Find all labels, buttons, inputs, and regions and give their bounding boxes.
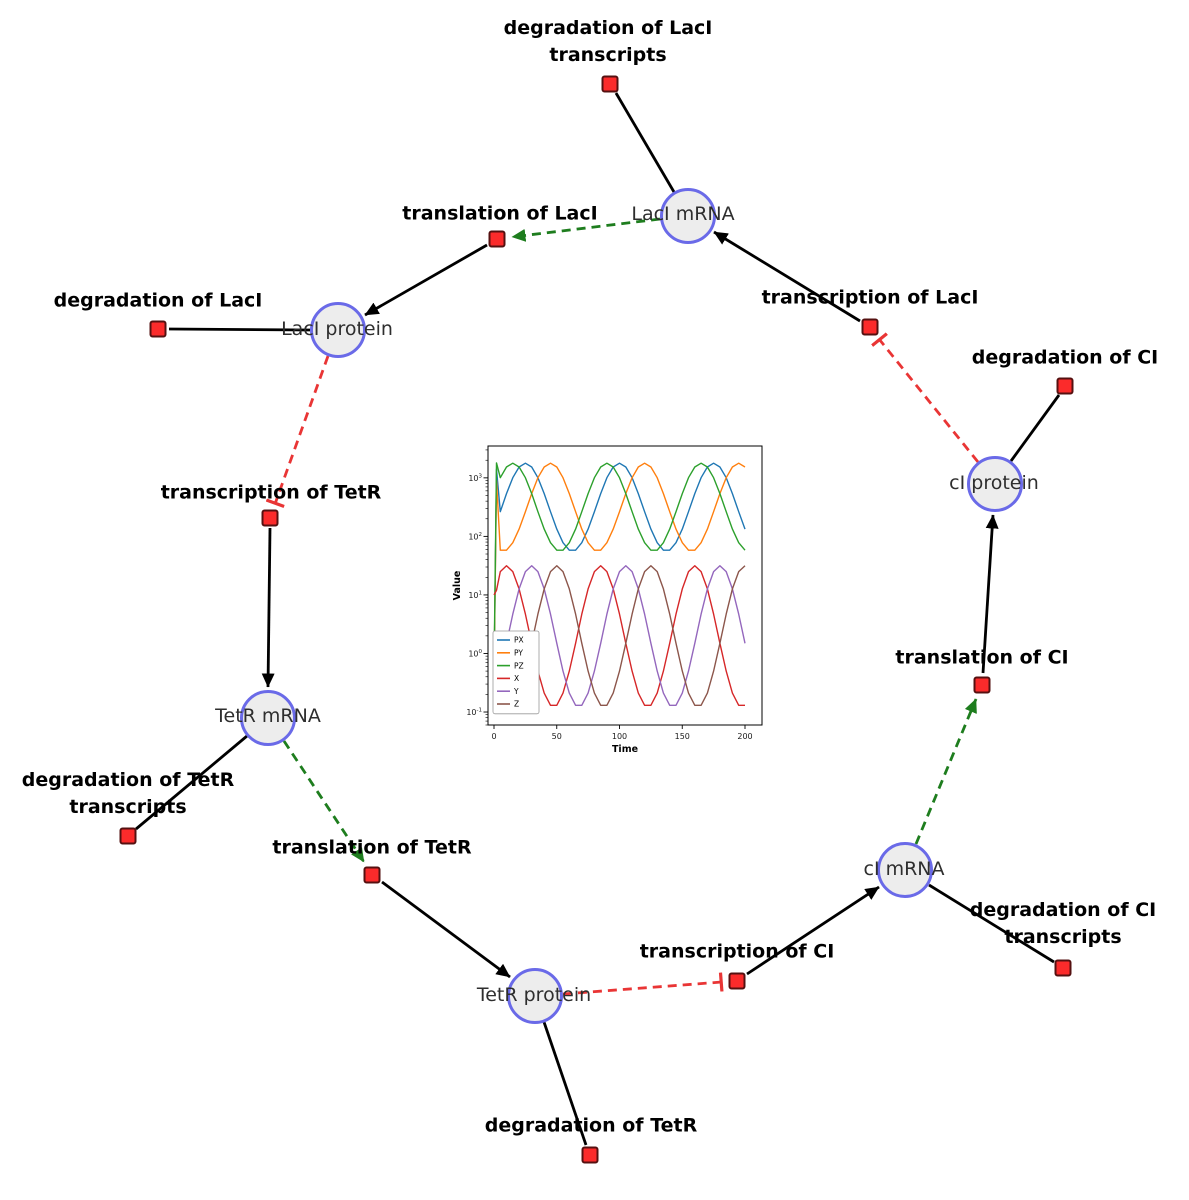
species-label-laci-mrna: LacI mRNA [631,203,735,225]
species-node-ci-protein [967,456,1023,512]
edge-translation-ci-to-ci-protein [981,514,999,674]
svg-text:PY: PY [514,649,523,658]
reaction-label-translation-of-tetr: translation of TetR [272,836,472,859]
species-node-tetr-mrna [240,690,296,746]
edge-tetr-protein-inhibits-transcription-ci [562,972,724,996]
svg-text:10-1: 10-1 [466,708,482,718]
edge-tetr-protein-to-degradation [542,1021,588,1146]
simulation-plot: 10-1 100 101 102 103 0 50 100 150 200 Time Value PX P… [450,438,775,760]
reaction-node-degradation-of-ci [1056,377,1074,395]
edge-laci-protein-inhibits-transcription-tetr [265,355,330,508]
species-label-ci-mrna: cI mRNA [863,858,945,880]
edge-transcription-tetr-to-tetr-mrna [261,527,275,688]
species-node-laci-mrna [660,188,716,244]
reaction-label-degradation-of-ci: degradation of CI [971,346,1159,369]
edge-ci-protein-to-degradation [1009,394,1061,462]
reaction-node-degradation-of-tetr [581,1146,599,1164]
reaction-node-transcription-of-tetr [261,509,279,527]
species-node-ci-mrna [877,842,933,898]
reaction-label-degradation-of-tetr-transcripts: degradation of TetR transcripts [21,769,235,818]
svg-text:102: 102 [468,532,482,542]
reaction-node-degradation-of-ci-transcripts [1054,959,1072,977]
svg-text:200: 200 [737,732,752,741]
species-label-tetr-mrna: TetR mRNA [215,705,321,727]
reaction-node-degradation-of-laci [149,320,167,338]
svg-text:100: 100 [612,732,627,741]
edge-tetr-mrna-modifies-translation [282,740,366,863]
reaction-label-degradation-of-laci: degradation of LacI [53,289,263,312]
reaction-label-degradation-of-ci-transcripts: degradation of CI transcripts [969,899,1157,948]
reaction-label-degradation-of-tetr: degradation of TetR [484,1114,698,1137]
edge-translation-tetr-to-tetr-protein [381,880,511,979]
reaction-label-degradation-of-laci-transcripts: degradation of LacI transcripts [503,17,713,66]
edge-ci-protein-inhibits-transcription-laci [871,332,980,463]
edge-transcription-ci-to-ci-mrna [746,885,880,976]
reaction-node-degradation-of-laci-transcripts [601,75,619,93]
reaction-node-transcription-of-ci [728,972,746,990]
edge-translation-laci-to-laci-protein [364,243,488,317]
species-label-laci-protein: LacI protein [281,318,393,340]
reaction-node-transcription-of-laci [861,318,879,336]
edge-laci-protein-to-degradation [168,327,311,332]
svg-text:PZ: PZ [514,661,524,670]
reaction-label-transcription-of-ci: transcription of CI [639,940,835,963]
svg-text:0: 0 [491,732,496,741]
edge-tetr-mrna-to-degradation-transcripts [135,734,248,831]
svg-text:Time: Time [612,744,638,755]
svg-text:100: 100 [468,649,482,659]
svg-text:Value: Value [452,571,463,601]
reaction-label-translation-of-ci: translation of CI [895,646,1069,669]
reaction-label-transcription-of-tetr: transcription of TetR [160,481,382,504]
svg-text:Z: Z [514,700,519,709]
species-node-tetr-protein [507,968,563,1024]
svg-text:50: 50 [552,732,562,741]
svg-text:X: X [514,674,519,683]
species-label-tetr-protein: TetR protein [476,984,592,1006]
edge-ci-mrna-to-degradation-transcripts [928,883,1055,964]
reaction-label-translation-of-laci: translation of LacI [402,202,598,225]
reaction-node-translation-of-ci [973,676,991,694]
svg-text:PX: PX [514,636,524,645]
svg-text:103: 103 [468,473,482,483]
reaction-node-degradation-of-tetr-transcripts [119,827,137,845]
edge-laci-mrna-to-degradation-transcripts [614,92,676,193]
edge-transcription-laci-to-laci-mrna [713,230,861,323]
reaction-node-translation-of-tetr [363,866,381,884]
reaction-label-transcription-of-laci: transcription of LacI [761,286,979,309]
edge-laci-mrna-modifies-translation [511,217,661,242]
svg-text:Y: Y [513,687,519,696]
species-label-ci-protein: cI protein [949,472,1039,494]
svg-text:150: 150 [675,732,690,741]
reaction-node-translation-of-laci [488,230,506,248]
edge-ci-mrna-modifies-translation [914,698,978,845]
simulation-plot-svg: 10-1 100 101 102 103 0 50 100 150 200 Time Value PX P… [452,445,763,755]
species-node-laci-protein [310,302,366,358]
svg-text:101: 101 [468,590,482,600]
